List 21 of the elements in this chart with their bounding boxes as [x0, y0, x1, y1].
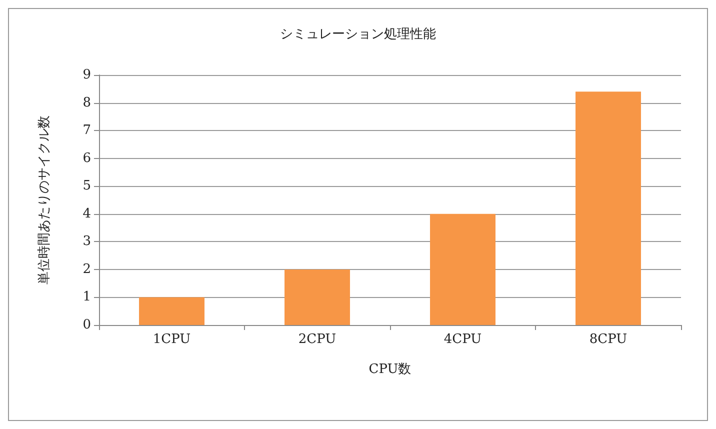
chart-title: シミュレーション処理性能 [280, 27, 436, 42]
x-axis-title: CPU数 [368, 362, 412, 377]
y-tick-label: 3 [82, 234, 91, 250]
x-tick-label: 1CPU [152, 332, 191, 347]
y-tick-label: 7 [82, 123, 91, 138]
x-tick-label: 2CPU [298, 332, 336, 347]
x-tick-label: 8CPU [589, 332, 628, 347]
y-tick-label: 9 [82, 68, 91, 82]
bar [430, 214, 496, 325]
y-tick-label: 6 [82, 150, 91, 166]
y-tick-label: 8 [82, 95, 91, 110]
y-tick-label: 1 [82, 290, 91, 305]
y-tick-label: 5 [82, 178, 91, 194]
bar [139, 297, 204, 325]
y-tick-label: 0 [82, 318, 91, 332]
bar [576, 92, 641, 325]
bar [284, 269, 350, 325]
y-axis-title: 単位時間あたりのサイクル数 [37, 116, 52, 284]
y-tick-label: 4 [82, 206, 91, 222]
y-tick-label: 2 [82, 262, 91, 277]
x-tick-label: 4CPU [444, 332, 482, 347]
